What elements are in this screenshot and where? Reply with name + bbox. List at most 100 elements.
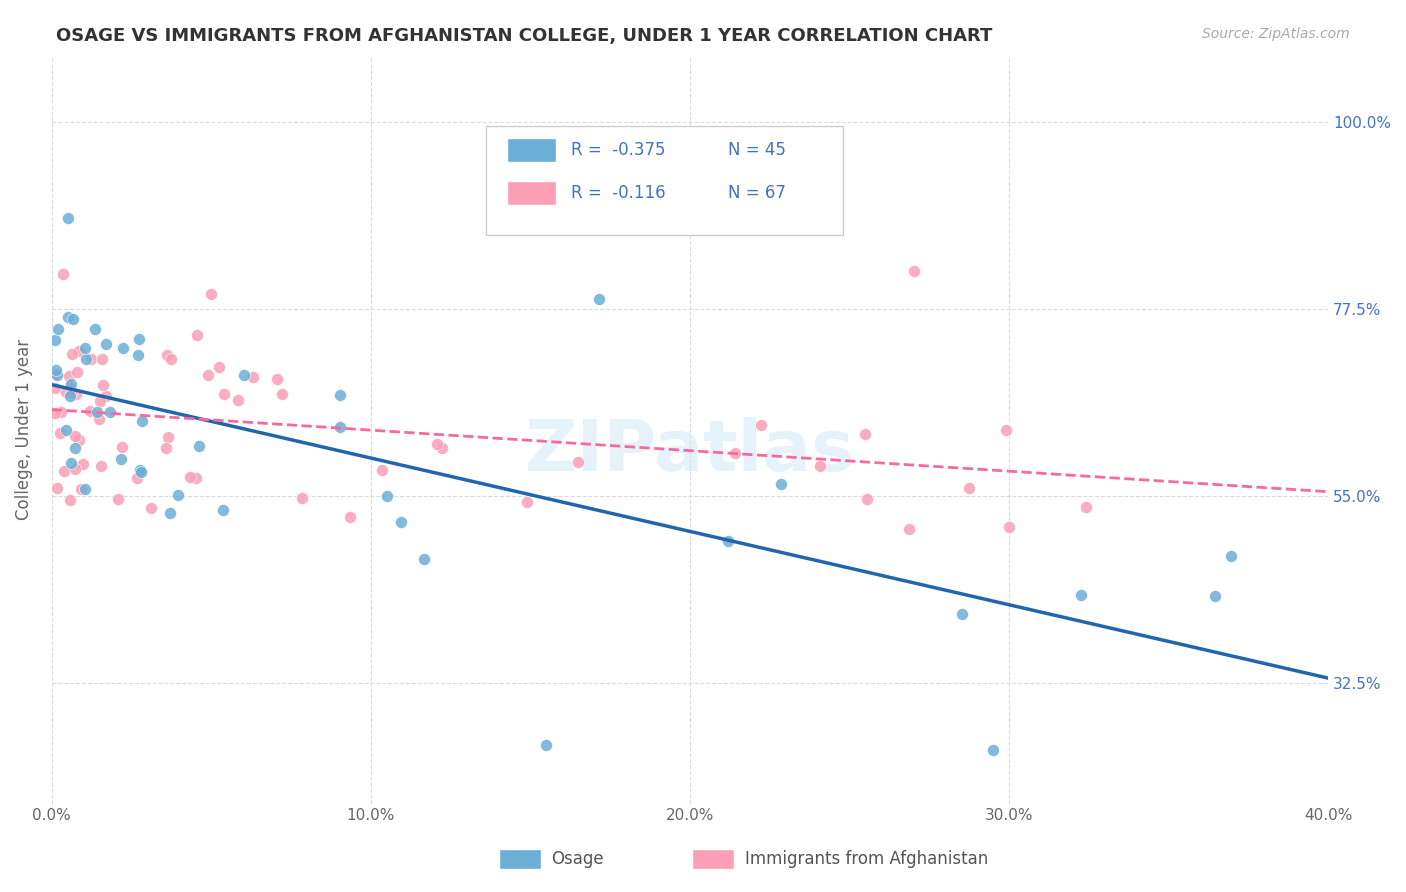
Osage xyxy=(62,312,84,326)
Immigrants from Afghanistan xyxy=(724,446,747,460)
Immigrants from Afghanistan xyxy=(959,481,981,495)
Immigrants from Afghanistan xyxy=(903,264,925,278)
Osage xyxy=(188,439,211,453)
Osage xyxy=(59,456,82,470)
Text: OSAGE VS IMMIGRANTS FROM AFGHANISTAN COLLEGE, UNDER 1 YEAR CORRELATION CHART: OSAGE VS IMMIGRANTS FROM AFGHANISTAN COL… xyxy=(56,27,993,45)
Osage xyxy=(59,389,82,403)
Osage xyxy=(56,211,79,226)
Osage xyxy=(166,488,188,502)
Immigrants from Afghanistan xyxy=(55,384,77,399)
Text: Osage: Osage xyxy=(551,850,603,868)
Immigrants from Afghanistan xyxy=(516,495,538,509)
Immigrants from Afghanistan xyxy=(66,365,89,379)
Osage xyxy=(1204,589,1226,603)
Osage xyxy=(63,441,86,455)
Immigrants from Afghanistan xyxy=(72,457,94,471)
Immigrants from Afghanistan xyxy=(160,351,183,366)
Immigrants from Afghanistan xyxy=(79,404,101,418)
Osage xyxy=(159,506,181,520)
Immigrants from Afghanistan xyxy=(897,522,920,536)
Immigrants from Afghanistan xyxy=(371,463,394,477)
Osage xyxy=(129,466,152,480)
Immigrants from Afghanistan xyxy=(63,428,86,442)
Immigrants from Afghanistan xyxy=(200,287,222,301)
Bar xyxy=(508,138,555,162)
Immigrants from Afghanistan xyxy=(91,351,114,366)
Immigrants from Afghanistan xyxy=(1074,500,1097,514)
Immigrants from Afghanistan xyxy=(59,493,82,508)
Immigrants from Afghanistan xyxy=(430,442,453,456)
Immigrants from Afghanistan xyxy=(186,328,208,343)
Immigrants from Afghanistan xyxy=(998,520,1021,534)
Text: R =  -0.375: R = -0.375 xyxy=(571,141,665,159)
Osage xyxy=(46,321,69,335)
Immigrants from Afghanistan xyxy=(156,430,179,444)
Immigrants from Afghanistan xyxy=(291,491,314,506)
Immigrants from Afghanistan xyxy=(91,377,114,392)
Immigrants from Afghanistan xyxy=(749,418,772,433)
Immigrants from Afghanistan xyxy=(226,392,249,407)
Immigrants from Afghanistan xyxy=(208,359,231,374)
Immigrants from Afghanistan xyxy=(810,459,832,474)
Osage xyxy=(375,489,398,503)
Osage xyxy=(981,742,1004,756)
Immigrants from Afghanistan xyxy=(107,492,129,507)
Immigrants from Afghanistan xyxy=(58,369,80,384)
Osage xyxy=(233,368,256,383)
Osage xyxy=(131,414,153,428)
Immigrants from Afghanistan xyxy=(53,464,76,478)
Osage xyxy=(86,405,108,419)
Osage xyxy=(717,534,740,549)
Immigrants from Afghanistan xyxy=(44,381,66,395)
Immigrants from Afghanistan xyxy=(69,482,91,496)
Immigrants from Afghanistan xyxy=(339,509,361,524)
Osage xyxy=(329,388,352,402)
Osage xyxy=(588,292,610,306)
Immigrants from Afghanistan xyxy=(266,372,288,386)
Immigrants from Afghanistan xyxy=(65,386,87,401)
Immigrants from Afghanistan xyxy=(567,455,589,469)
Immigrants from Afghanistan xyxy=(139,501,162,516)
Immigrants from Afghanistan xyxy=(67,344,90,359)
Osage xyxy=(1220,549,1243,563)
Y-axis label: College, Under 1 year: College, Under 1 year xyxy=(15,339,32,520)
Immigrants from Afghanistan xyxy=(59,380,82,394)
Immigrants from Afghanistan xyxy=(49,425,72,440)
Immigrants from Afghanistan xyxy=(44,367,66,381)
Immigrants from Afghanistan xyxy=(89,394,111,409)
Immigrants from Afghanistan xyxy=(59,386,82,401)
Osage xyxy=(128,332,150,346)
Osage xyxy=(45,363,67,377)
Osage xyxy=(55,423,77,437)
Text: Source: ZipAtlas.com: Source: ZipAtlas.com xyxy=(1202,27,1350,41)
Text: R =  -0.116: R = -0.116 xyxy=(571,184,666,202)
Bar xyxy=(508,181,555,205)
Immigrants from Afghanistan xyxy=(155,441,177,455)
Immigrants from Afghanistan xyxy=(80,352,103,367)
Immigrants from Afghanistan xyxy=(87,412,110,426)
Text: Immigrants from Afghanistan: Immigrants from Afghanistan xyxy=(745,850,988,868)
Osage xyxy=(412,551,434,566)
Immigrants from Afghanistan xyxy=(49,405,72,419)
Immigrants from Afghanistan xyxy=(125,471,148,485)
Osage xyxy=(389,516,412,530)
Osage xyxy=(127,348,149,362)
Immigrants from Afghanistan xyxy=(96,389,118,403)
Text: ZIPatlas: ZIPatlas xyxy=(524,417,855,486)
Osage xyxy=(76,352,98,367)
Osage xyxy=(536,739,558,753)
Osage xyxy=(770,477,793,491)
Immigrants from Afghanistan xyxy=(65,462,87,476)
Immigrants from Afghanistan xyxy=(212,387,235,401)
Osage xyxy=(94,337,117,351)
Text: N = 45: N = 45 xyxy=(728,141,786,159)
Immigrants from Afghanistan xyxy=(52,267,75,281)
Immigrants from Afghanistan xyxy=(111,440,134,454)
Osage xyxy=(329,420,352,434)
Text: N = 67: N = 67 xyxy=(728,184,786,202)
Osage xyxy=(98,405,121,419)
Osage xyxy=(73,482,96,496)
Osage xyxy=(60,376,83,391)
Osage xyxy=(73,341,96,355)
Immigrants from Afghanistan xyxy=(197,368,219,382)
